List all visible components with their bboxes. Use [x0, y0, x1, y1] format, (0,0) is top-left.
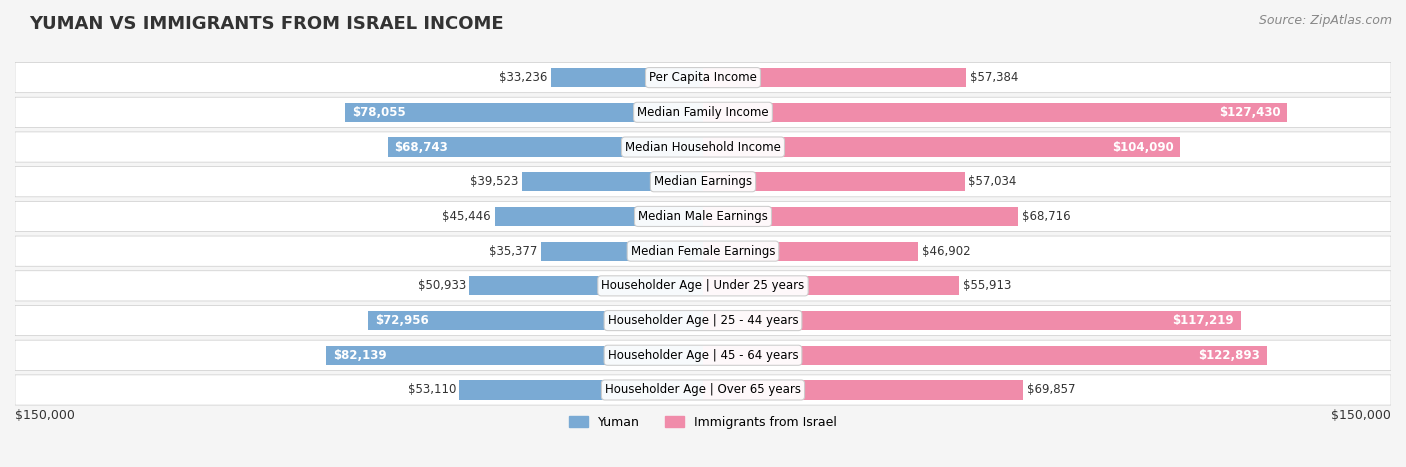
- Text: $46,902: $46,902: [921, 245, 970, 258]
- Text: $39,523: $39,523: [470, 175, 519, 188]
- Text: Per Capita Income: Per Capita Income: [650, 71, 756, 84]
- Text: Householder Age | Under 25 years: Householder Age | Under 25 years: [602, 279, 804, 292]
- Bar: [388, 137, 703, 156]
- Text: $150,000: $150,000: [15, 409, 75, 422]
- Text: $69,857: $69,857: [1026, 383, 1076, 396]
- Bar: [703, 172, 965, 191]
- Bar: [703, 207, 1018, 226]
- FancyBboxPatch shape: [15, 236, 1391, 266]
- Bar: [522, 172, 703, 191]
- Text: $117,219: $117,219: [1173, 314, 1233, 327]
- Bar: [703, 241, 918, 261]
- FancyBboxPatch shape: [15, 375, 1391, 405]
- FancyBboxPatch shape: [15, 340, 1391, 370]
- Bar: [326, 346, 703, 365]
- Bar: [551, 68, 703, 87]
- Bar: [703, 68, 966, 87]
- Text: Median Female Earnings: Median Female Earnings: [631, 245, 775, 258]
- Text: $150,000: $150,000: [1331, 409, 1391, 422]
- Bar: [495, 207, 703, 226]
- Text: $55,913: $55,913: [963, 279, 1011, 292]
- Legend: Yuman, Immigrants from Israel: Yuman, Immigrants from Israel: [564, 411, 842, 434]
- FancyBboxPatch shape: [15, 271, 1391, 301]
- Text: $82,139: $82,139: [333, 349, 387, 362]
- Text: Householder Age | 25 - 44 years: Householder Age | 25 - 44 years: [607, 314, 799, 327]
- FancyBboxPatch shape: [15, 305, 1391, 336]
- Text: $122,893: $122,893: [1198, 349, 1260, 362]
- Text: $53,110: $53,110: [408, 383, 456, 396]
- FancyBboxPatch shape: [15, 167, 1391, 197]
- Text: $72,956: $72,956: [375, 314, 429, 327]
- Bar: [460, 381, 703, 400]
- Text: $57,384: $57,384: [970, 71, 1018, 84]
- Bar: [703, 276, 959, 296]
- Text: Source: ZipAtlas.com: Source: ZipAtlas.com: [1258, 14, 1392, 27]
- Text: Median Household Income: Median Household Income: [626, 141, 780, 154]
- Bar: [368, 311, 703, 330]
- Text: $78,055: $78,055: [352, 106, 405, 119]
- Bar: [703, 381, 1024, 400]
- Text: $68,743: $68,743: [395, 141, 449, 154]
- Text: YUMAN VS IMMIGRANTS FROM ISRAEL INCOME: YUMAN VS IMMIGRANTS FROM ISRAEL INCOME: [28, 15, 503, 33]
- Bar: [703, 137, 1181, 156]
- Text: Median Earnings: Median Earnings: [654, 175, 752, 188]
- FancyBboxPatch shape: [15, 132, 1391, 162]
- FancyBboxPatch shape: [15, 97, 1391, 127]
- Bar: [703, 103, 1288, 122]
- Text: $35,377: $35,377: [489, 245, 537, 258]
- Bar: [344, 103, 703, 122]
- FancyBboxPatch shape: [15, 63, 1391, 92]
- Text: Median Male Earnings: Median Male Earnings: [638, 210, 768, 223]
- FancyBboxPatch shape: [15, 201, 1391, 232]
- Bar: [703, 346, 1267, 365]
- Text: $127,430: $127,430: [1219, 106, 1281, 119]
- Text: $57,034: $57,034: [969, 175, 1017, 188]
- Text: $50,933: $50,933: [418, 279, 465, 292]
- Bar: [541, 241, 703, 261]
- Bar: [703, 311, 1240, 330]
- Text: Householder Age | Over 65 years: Householder Age | Over 65 years: [605, 383, 801, 396]
- Text: $45,446: $45,446: [443, 210, 491, 223]
- Text: Householder Age | 45 - 64 years: Householder Age | 45 - 64 years: [607, 349, 799, 362]
- Text: $33,236: $33,236: [499, 71, 547, 84]
- Bar: [470, 276, 703, 296]
- Text: $68,716: $68,716: [1022, 210, 1070, 223]
- Text: $104,090: $104,090: [1112, 141, 1174, 154]
- Text: Median Family Income: Median Family Income: [637, 106, 769, 119]
